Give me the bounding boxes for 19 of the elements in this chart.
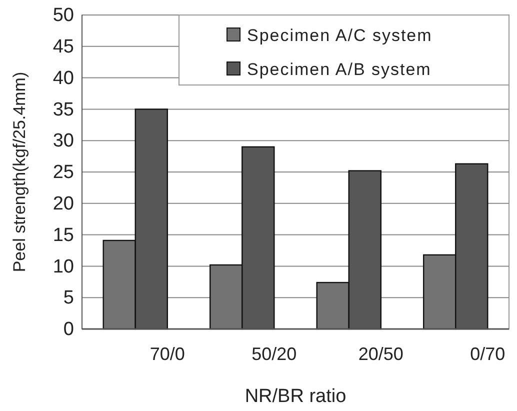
y-tick-label: 45 [52,36,74,58]
y-axis-title: Peel strength(kgf/25.4mm) [10,72,29,272]
x-tick-label: 70/0 [150,344,185,364]
y-tick-label: 20 [52,193,74,214]
legend-label: Specimen A/C system [247,26,432,45]
x-tick-label: 0/70 [470,344,506,364]
y-tick-label: 50 [52,5,74,26]
y-tick-label: 10 [52,256,74,278]
y-tick-label: 25 [52,162,74,184]
y-tick-label: 15 [52,224,74,246]
y-tick-label: 30 [52,130,74,152]
y-tick-label: 35 [52,99,74,120]
y-tick-label: 5 [63,288,74,309]
x-axis-title: NR/BR ratio [244,386,346,407]
legend-label: Specimen A/B system [247,60,432,79]
y-tick-label: 40 [52,68,74,89]
x-tick-label: 50/20 [252,344,297,364]
x-tick-label: 20/50 [358,344,404,364]
y-tick-label: 0 [63,319,74,340]
